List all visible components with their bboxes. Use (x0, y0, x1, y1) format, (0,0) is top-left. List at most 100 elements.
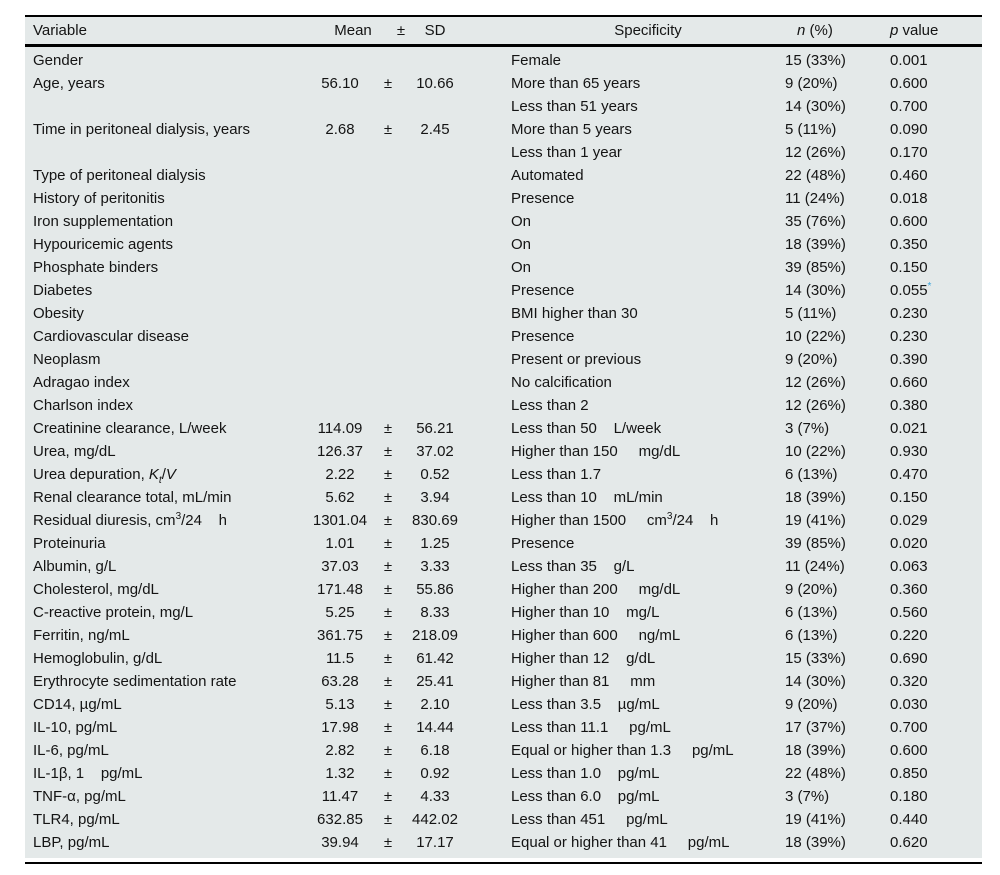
cell-variable: IL-6, pg/mL (33, 742, 109, 759)
cell-p-value: 0.150 (890, 489, 928, 506)
cell-variable: Residual diuresis, cm3/24 h (25, 512, 303, 530)
cell-mean: 171.48 (317, 581, 363, 598)
cell-p-value: 0.700 (890, 98, 928, 115)
cell-specificity: Higher than 81 mm (511, 673, 656, 690)
table-row: Proteinuria 1.01 ±1.25 Presence 39 (85%) 0.02… (25, 532, 982, 555)
table-row: Less than 51 years 14 (30%) 0.700 (25, 95, 982, 118)
cell-sd: 3.33 (420, 558, 450, 575)
cell-variable: Obesity (33, 305, 84, 322)
cell-sd: 14.44 (416, 719, 454, 736)
text-segment: / (161, 466, 166, 483)
cell-specificity: BMI higher than 30 (511, 305, 638, 322)
text-segment: /24 h (181, 512, 227, 529)
cell-plus-minus: ± (383, 765, 393, 782)
header-n-italic: n (797, 22, 806, 39)
cell-p-value: 0.560 (890, 604, 928, 621)
cell-variable: Iron supplementation (33, 213, 174, 230)
cell-plus-minus: ± (383, 719, 393, 736)
cell-p-value: 0.660 (890, 374, 928, 391)
cell-variable: Renal clearance total, mL/min (33, 489, 232, 506)
cell-mean: 37.03 (321, 558, 359, 575)
cell-sd: 2.10 (420, 696, 450, 713)
table-header-row: Variable Mean ± SD Specificity n (%) p v… (25, 17, 982, 44)
cell-n-percent: 15 (33%) (785, 650, 846, 667)
cell-p-value: 0.690 (890, 650, 928, 667)
cell-specificity: Less than 50 L/week (511, 420, 662, 437)
cell-specificity: No calcification (511, 374, 612, 391)
cell-n-percent: 12 (26%) (785, 374, 846, 391)
cell-n-percent: 19 (41%) (785, 512, 846, 529)
cell-sd: 25.41 (416, 673, 454, 690)
cell-sd: 61.42 (416, 650, 454, 667)
cell-n-percent: 3 (7%) (785, 420, 830, 437)
cell-sd: 17.17 (416, 834, 454, 851)
table-top-rule (25, 15, 982, 17)
text-segment: t (158, 475, 162, 486)
cell-p-value: 0.018 (890, 190, 928, 207)
cell-p-value: 0.460 (890, 167, 928, 184)
cell-p-value: 0.350 (890, 236, 928, 253)
table-header-rule (25, 44, 982, 47)
table-row: Hemoglobulin, g/dL 11.5 ±61.42 Higher than … (25, 647, 982, 670)
cell-sd: 0.52 (420, 466, 450, 483)
cell-variable: Hypouricemic agents (33, 236, 174, 253)
cell-p-value: 0.850 (890, 765, 928, 782)
cell-mean: 5.62 (325, 489, 355, 506)
header-p-value: p value (890, 22, 982, 39)
cell-variable: Phosphate binders (33, 259, 159, 276)
cell-variable: Hemoglobulin, g/dL (33, 650, 163, 667)
table-row: Less than 1 year 12 (26%) 0.170 (25, 141, 982, 164)
statistics-table: Variable Mean ± SD Specificity n (%) p v… (25, 15, 982, 864)
text-segment: V (165, 466, 176, 483)
cell-plus-minus: ± (383, 581, 393, 598)
header-p-rest: value (898, 22, 939, 39)
cell-p-value: 0.170 (890, 144, 928, 161)
cell-sd: 830.69 (412, 512, 458, 529)
header-n-rest: (%) (805, 22, 833, 39)
cell-n-percent: 12 (26%) (785, 397, 846, 414)
cell-plus-minus: ± (383, 811, 393, 828)
cell-p-value: 0.063 (890, 558, 928, 575)
cell-n-percent: 9 (20%) (785, 75, 838, 92)
cell-sd: 0.92 (420, 765, 450, 782)
cell-n-percent: 9 (20%) (785, 351, 838, 368)
cell-n-percent: 14 (30%) (785, 282, 846, 299)
cell-sd: 3.94 (420, 489, 450, 506)
table-row: Time in peritoneal dialysis, years 2.68 ±2… (25, 118, 982, 141)
cell-mean: 2.22 (325, 466, 355, 483)
cell-specificity: Higher than 600 ng/mL (511, 627, 681, 644)
cell-n-percent: 11 (24%) (785, 190, 845, 207)
cell-n-percent: 22 (48%) (785, 167, 846, 184)
table-row: Creatinine clearance, L/week 114.09 ±56.21… (25, 417, 982, 440)
cell-plus-minus: ± (383, 489, 393, 506)
cell-p-value: 0.030 (890, 696, 928, 713)
table-row: Renal clearance total, mL/min 5.62 ±3.94 Le… (25, 486, 982, 509)
cell-specificity: On (511, 236, 532, 253)
cell-variable: History of peritonitis (33, 190, 165, 207)
table-row: LBP, pg/mL 39.94 ±17.17 Equal or higher tha… (25, 831, 982, 854)
cell-sd: 10.66 (416, 75, 454, 92)
cell-n-percent: 6 (13%) (785, 627, 838, 644)
cell-n-percent: 9 (20%) (785, 581, 838, 598)
cell-variable: Urea, mg/dL (33, 443, 116, 460)
cell-specificity: Present or previous (511, 351, 642, 368)
cell-variable: Time in peritoneal dialysis, years (33, 121, 251, 138)
cell-p-value: 0.220 (890, 627, 928, 644)
cell-n-percent: 14 (30%) (785, 98, 846, 115)
table-row: Type of peritoneal dialysis Automated 22 (… (25, 164, 982, 187)
cell-plus-minus: ± (383, 788, 393, 805)
cell-mean: 2.82 (325, 742, 355, 759)
table-row: Erythrocyte sedimentation rate 63.28 ±25.4… (25, 670, 982, 693)
cell-n-percent: 18 (39%) (785, 489, 846, 506)
cell-n-percent: 19 (41%) (785, 811, 846, 828)
table-row: Phosphate binders On 39 (85%) 0.150 (25, 256, 982, 279)
cell-sd: 55.86 (416, 581, 454, 598)
cell-variable: LBP, pg/mL (33, 834, 110, 851)
cell-plus-minus: ± (383, 650, 393, 667)
cell-mean: 11.47 (321, 788, 359, 805)
cell-n-percent: 5 (11%) (785, 121, 837, 138)
cell-variable: Neoplasm (33, 351, 101, 368)
cell-mean: 632.85 (317, 811, 363, 828)
cell-plus-minus: ± (383, 673, 393, 690)
cell-p-value: 0.029 (890, 512, 928, 529)
